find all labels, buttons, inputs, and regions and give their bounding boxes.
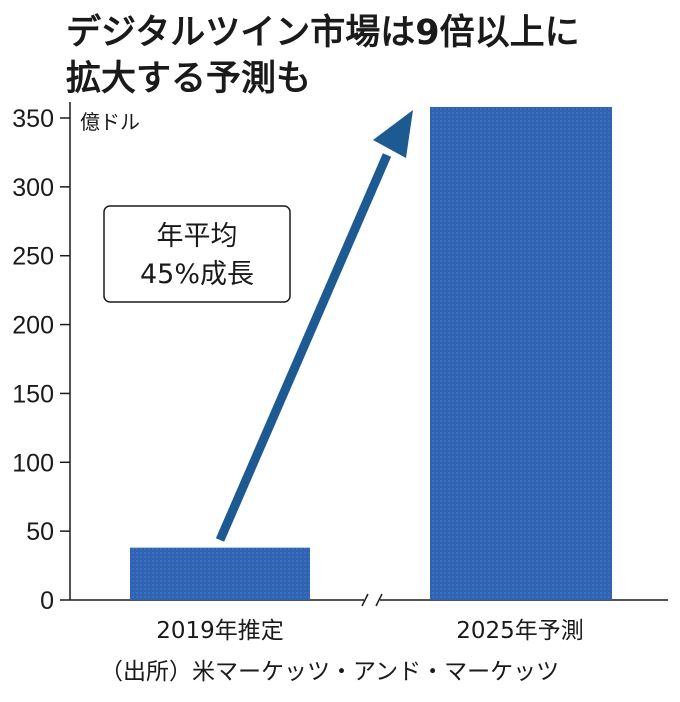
y-tick-label: 350 bbox=[12, 105, 54, 133]
y-tick-label: 0 bbox=[40, 587, 54, 615]
bar-1 bbox=[130, 547, 310, 600]
y-tick-label: 300 bbox=[12, 174, 54, 202]
y-tick-label: 150 bbox=[12, 380, 54, 408]
chart-title-line-2: 拡大する予測も bbox=[66, 59, 312, 99]
axis-break-mark-1 bbox=[361, 593, 369, 607]
y-tick-label: 100 bbox=[12, 449, 54, 477]
growth-arrow-head bbox=[373, 110, 413, 158]
y-ticks: 0 50 100 150 200 250 300 350 bbox=[12, 105, 70, 615]
growth-annotation-frame bbox=[103, 205, 291, 303]
growth-arrow bbox=[215, 110, 413, 542]
chart-title: デジタルツイン市場は9倍以上に 拡大する予測も bbox=[66, 10, 666, 102]
y-tick-label: 50 bbox=[26, 518, 54, 546]
growth-annotation-box: 年平均 45%成長 bbox=[103, 205, 291, 303]
y-tick-label: 250 bbox=[12, 243, 54, 271]
growth-annotation-line-1: 年平均 bbox=[157, 221, 238, 252]
bar-2 bbox=[430, 106, 612, 601]
growth-annotation-line-2: 45%成長 bbox=[140, 259, 254, 290]
chart-title-line-1: デジタルツイン市場は9倍以上に bbox=[66, 13, 580, 53]
category-labels: 2019年推定 2025年予測 bbox=[156, 618, 584, 644]
growth-arrow-shaft bbox=[215, 153, 392, 542]
bars bbox=[130, 106, 612, 601]
source-note: （出所）米マーケッツ・アンド・マーケッツ bbox=[100, 659, 560, 685]
x-category-label: 2025年予測 bbox=[456, 618, 584, 644]
y-axis-unit-label: 億ドル bbox=[80, 110, 140, 134]
axis-break-mark-2 bbox=[375, 593, 383, 607]
y-tick-label: 200 bbox=[12, 312, 54, 340]
x-category-label: 2019年推定 bbox=[156, 618, 284, 644]
